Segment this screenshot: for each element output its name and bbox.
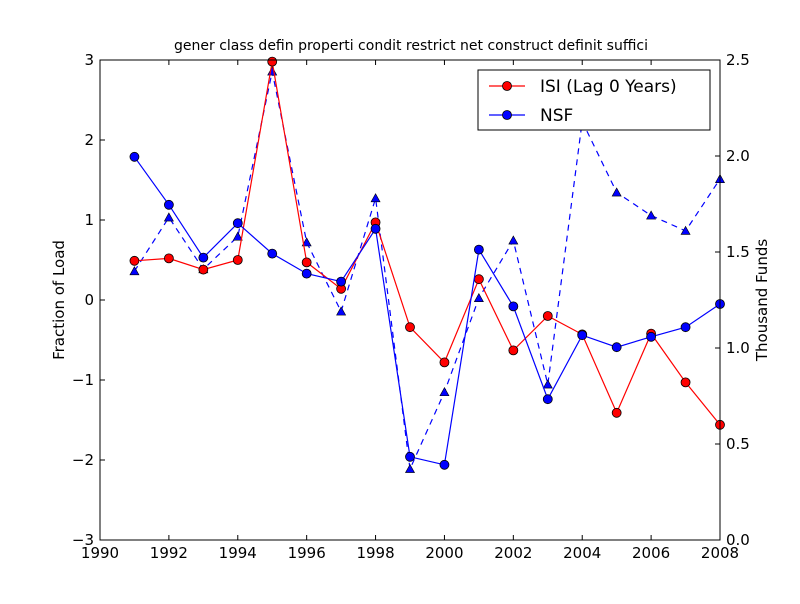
y-tick-label: 2 (84, 131, 94, 149)
data-point-funds (473, 292, 484, 302)
data-point-funds (232, 231, 243, 241)
y2-axis-label: Thousand Funds (753, 239, 771, 362)
data-point-isi (439, 357, 450, 368)
data-point-funds (508, 235, 519, 245)
data-point-isi (680, 377, 691, 388)
data-point-isi (542, 311, 553, 321)
data-point-funds (680, 225, 691, 235)
data-point-nsf (163, 199, 174, 210)
series-line-funds (133, 71, 721, 472)
x-tick-label: 1996 (288, 544, 326, 562)
y2-tick-label: 0.0 (726, 531, 750, 549)
y-tick-label: 1 (84, 211, 94, 229)
data-point-funds (542, 379, 553, 389)
data-point-isi (163, 253, 174, 264)
data-point-funds (439, 387, 450, 397)
legend-marker-isi (502, 81, 512, 91)
data-point-nsf (405, 451, 415, 462)
data-point-isi (129, 255, 140, 266)
legend-label-isi: ISI (Lag 0 Years) (540, 77, 677, 97)
data-point-nsf (336, 276, 347, 287)
data-point-isi (301, 257, 312, 268)
y2-tick-label: 2.0 (726, 147, 750, 165)
legend: ISI (Lag 0 Years) NSF (477, 69, 711, 131)
y-tick-label: −3 (72, 531, 94, 549)
x-axis: 1990 1992 1994 1996 1998 2000 2002 2004 2006 2008 (81, 60, 739, 562)
y2-tick-label: 2.5 (726, 51, 750, 69)
x-tick-label: 2004 (563, 544, 601, 562)
y-axis-right: 0.0 0.5 1.0 1.5 2.0 2.5 (715, 51, 750, 549)
data-point-nsf (680, 322, 691, 333)
x-tick-label: 1990 (81, 544, 119, 562)
data-point-nsf (129, 151, 140, 162)
data-point-nsf (577, 330, 588, 341)
series-layer (129, 56, 726, 473)
data-point-nsf (611, 342, 622, 353)
y-tick-label: 3 (84, 51, 94, 69)
y2-tick-label: 1.0 (726, 339, 750, 357)
data-point-funds (129, 266, 140, 276)
data-point-isi (611, 407, 622, 418)
x-tick-label: 2008 (701, 544, 739, 562)
data-point-isi (405, 322, 415, 333)
x-tick-label: 1992 (150, 544, 188, 562)
data-point-nsf (370, 223, 381, 234)
y-tick-label: −2 (72, 451, 94, 469)
y-axis-label: Fraction of Load (50, 240, 68, 360)
series-line-nsf (133, 156, 721, 466)
data-point-funds (163, 212, 174, 222)
data-point-funds (646, 210, 657, 220)
x-tick-label: 2000 (425, 544, 463, 562)
data-point-nsf (198, 252, 209, 263)
x-tick-label: 2002 (494, 544, 532, 562)
data-point-nsf (301, 268, 312, 279)
chart-title: gener class defin properti condit restri… (174, 38, 648, 54)
legend-frame (477, 69, 711, 131)
x-tick-label: 1994 (219, 544, 257, 562)
data-point-funds (404, 463, 416, 473)
data-point-nsf (508, 301, 519, 312)
y-axis-left: −3 −2 −1 0 1 2 3 (72, 51, 105, 549)
x-tick-label: 2006 (632, 544, 670, 562)
data-point-funds (611, 187, 622, 197)
data-point-isi (473, 274, 484, 285)
data-point-isi (267, 56, 278, 67)
data-point-isi (198, 264, 209, 275)
data-point-nsf (232, 218, 243, 229)
data-point-funds (336, 306, 347, 316)
series-line-isi (134, 61, 721, 426)
data-point-nsf (267, 248, 278, 259)
data-point-funds (301, 237, 312, 247)
data-point-nsf (439, 459, 450, 470)
series-nsf (129, 151, 725, 470)
y2-tick-label: 0.5 (726, 435, 750, 453)
x-tick-label: 1998 (356, 544, 394, 562)
y-tick-label: 0 (84, 291, 94, 309)
data-point-isi (508, 345, 519, 356)
data-point-nsf (473, 244, 484, 255)
legend-label-nsf: NSF (540, 106, 573, 126)
legend-marker-nsf (502, 110, 512, 120)
y2-tick-label: 1.5 (726, 243, 750, 261)
data-point-nsf (542, 394, 553, 405)
data-point-isi (232, 255, 243, 265)
y-tick-label: −1 (72, 371, 94, 389)
data-point-funds (370, 193, 381, 203)
data-point-nsf (646, 331, 657, 342)
